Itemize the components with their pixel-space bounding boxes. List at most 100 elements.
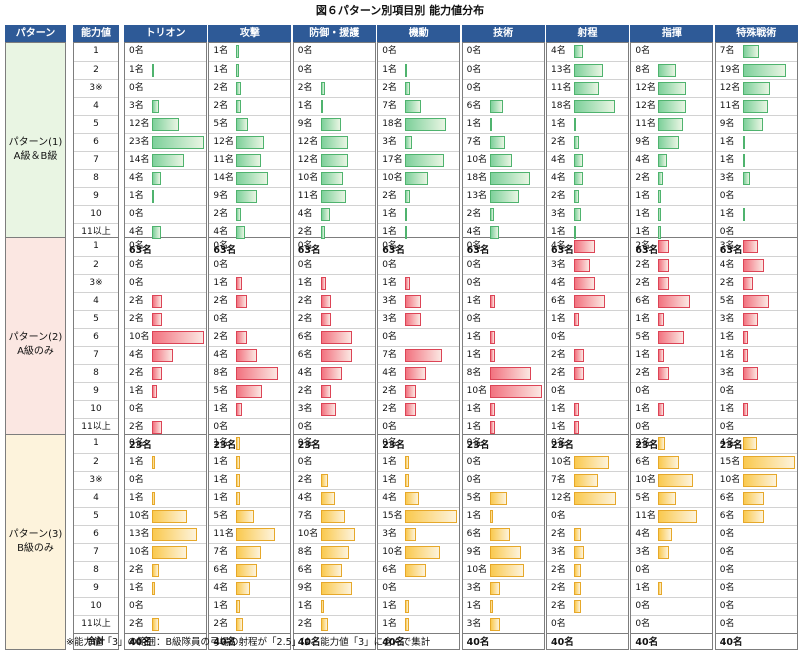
count-value: 13名 <box>466 191 488 201</box>
count-bar <box>405 136 412 149</box>
count-cell: 1名 <box>462 115 544 133</box>
count-cell: 9名 <box>293 579 375 597</box>
total-value: 63名 <box>551 245 574 256</box>
count-value: 4名 <box>466 227 482 237</box>
count-bar <box>152 510 187 523</box>
count-value: 1名 <box>719 404 735 414</box>
count-cell: 6名 <box>462 97 544 115</box>
count-cell: 3名 <box>547 256 628 274</box>
count-cell: 1名 <box>125 453 206 471</box>
count-cell: 3名 <box>378 292 460 310</box>
count-cell: 2名 <box>293 615 375 633</box>
count-cell: 4名 <box>547 169 628 187</box>
count-bar <box>658 172 663 185</box>
count-cell: 1名 <box>547 418 628 436</box>
count-cell: 2名 <box>125 418 206 436</box>
level-label: 10 <box>90 404 102 414</box>
count-bar <box>489 172 531 185</box>
total-value: 23名 <box>551 440 574 451</box>
count-bar <box>658 295 690 308</box>
level-cell: 7 <box>74 346 118 364</box>
total-cell: 40名 <box>378 633 460 651</box>
count-value: 0名 <box>297 438 313 448</box>
count-value: 12名 <box>129 119 150 129</box>
pattern-label-line1: パターン(1) <box>8 137 63 148</box>
count-cell: 2名 <box>378 382 460 400</box>
count-value: 2名 <box>213 101 229 111</box>
level-label: 3※ <box>89 83 103 93</box>
count-value: 2名 <box>129 296 144 306</box>
count-cell: 3名 <box>547 543 628 561</box>
total-value: 40名 <box>129 637 152 648</box>
count-bar <box>405 64 408 77</box>
item-column: 0名 0名 1名 2名 2名 6名 6名 4名 2名 3名 0名 23名 <box>292 237 376 453</box>
count-cell: 1名 <box>378 223 460 241</box>
count-bar <box>489 403 495 416</box>
count-cell: 9名 <box>209 187 291 205</box>
count-bar <box>574 172 584 185</box>
count-value: 12名 <box>297 137 319 147</box>
count-cell: 12名 <box>293 151 375 169</box>
count-cell: 1名 <box>209 597 291 615</box>
count-cell: 1名 <box>378 61 460 79</box>
level-label: 6 <box>93 529 99 539</box>
count-value: 0名 <box>382 46 397 56</box>
count-value: 4名 <box>129 350 144 360</box>
count-cell: 1名 <box>209 43 290 61</box>
item-column: 0名 0名 1名 2名 0名 2名 4名 8名 5名 1名 0名 23名 <box>208 237 292 453</box>
item-column: 4名 15名 10名 6名 6名 0名 0名 0名 0名 0名 0名 40名 <box>714 434 798 650</box>
level-cell: 5 <box>74 115 118 133</box>
count-value: 2名 <box>382 386 397 396</box>
count-bar <box>574 82 599 95</box>
count-value: 5名 <box>635 332 651 342</box>
count-cell: 2名 <box>462 205 544 223</box>
count-cell: 1名 <box>631 310 713 328</box>
level-label: 5 <box>93 511 99 521</box>
count-value: 1名 <box>382 227 397 237</box>
count-cell: 1名 <box>378 453 460 471</box>
count-value: 1名 <box>719 332 735 342</box>
count-bar <box>152 421 163 434</box>
count-cell: 7名 <box>378 346 460 364</box>
count-value: 11名 <box>635 511 656 521</box>
level-label: 8 <box>93 565 99 575</box>
count-cell: 2名 <box>293 79 375 97</box>
level-cell: 4 <box>74 97 118 115</box>
item-column: 7名 19名 12名 11名 9名 1名 1名 3名 0名 1名 0名 63名 <box>714 42 798 258</box>
count-bar <box>658 403 664 416</box>
count-value: 9名 <box>297 583 313 593</box>
count-bar <box>489 528 511 541</box>
count-cell: 0名 <box>631 615 713 633</box>
header-item: 攻撃 <box>208 25 292 42</box>
count-cell: 1名 <box>462 597 544 615</box>
count-bar <box>236 277 242 290</box>
count-value: 6名 <box>635 296 651 306</box>
count-bar <box>742 474 778 487</box>
count-value: 2名 <box>297 227 313 237</box>
count-value: 1名 <box>466 601 482 611</box>
count-value: 2名 <box>297 314 313 324</box>
count-bar <box>489 582 500 595</box>
count-bar <box>236 600 240 613</box>
count-cell: 12名 <box>125 115 206 133</box>
header-item: 特殊戦術 <box>714 25 798 42</box>
count-value: 0名 <box>297 241 313 251</box>
count-value: 4名 <box>635 155 651 165</box>
count-bar <box>320 349 352 362</box>
count-value: 5名 <box>213 119 229 129</box>
count-cell: 6名 <box>715 507 797 525</box>
count-value: 0名 <box>635 422 651 432</box>
count-bar <box>742 403 748 416</box>
level-cell: 7 <box>74 543 118 561</box>
count-value: 10名 <box>382 173 403 183</box>
count-value: 1名 <box>213 404 229 414</box>
count-value: 0名 <box>382 332 397 342</box>
count-bar <box>236 226 246 239</box>
count-cell: 0名 <box>125 435 206 453</box>
count-bar <box>489 226 499 239</box>
count-value: 18名 <box>382 119 403 129</box>
count-cell: 0名 <box>294 435 375 453</box>
count-cell: 0名 <box>463 435 544 453</box>
count-value: 2名 <box>635 438 651 448</box>
count-cell: 0名 <box>715 543 797 561</box>
